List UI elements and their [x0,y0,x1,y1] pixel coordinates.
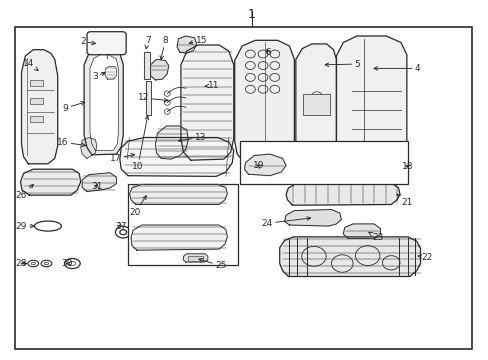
Text: 3: 3 [92,72,105,81]
Polygon shape [129,184,227,204]
Bar [239,141,407,184]
Bar [188,256,203,261]
Text: 31: 31 [91,182,102,191]
Polygon shape [131,225,227,250]
Polygon shape [155,126,188,159]
Polygon shape [284,210,341,226]
Text: 9: 9 [62,102,84,113]
Polygon shape [183,254,207,262]
Bar [15,27,471,349]
Text: 15: 15 [189,36,207,45]
Polygon shape [105,67,116,79]
Polygon shape [20,169,81,195]
Text: 7: 7 [144,36,150,49]
Text: 26: 26 [16,184,33,199]
Bar [30,116,42,122]
Bar [143,52,149,79]
Polygon shape [82,173,116,192]
Text: 5: 5 [325,60,360,69]
Bar [303,94,329,115]
Polygon shape [181,45,233,160]
Bar [30,98,42,104]
Text: 22: 22 [417,253,432,262]
Polygon shape [295,44,336,160]
Polygon shape [84,48,123,155]
Text: 20: 20 [129,196,146,217]
Polygon shape [90,55,118,150]
Polygon shape [177,36,196,53]
Polygon shape [279,237,420,276]
Text: 17: 17 [109,153,134,163]
Text: 11: 11 [204,81,219,90]
Text: 28: 28 [16,259,27,268]
Polygon shape [244,154,285,176]
Text: 12: 12 [138,94,167,103]
Polygon shape [81,138,97,158]
Text: 18: 18 [401,162,413,171]
Polygon shape [234,40,294,161]
Polygon shape [336,36,406,164]
Polygon shape [150,59,168,80]
Text: 4: 4 [373,64,420,73]
Polygon shape [285,183,399,205]
Text: 25: 25 [199,258,226,270]
Text: 29: 29 [16,222,34,231]
Text: 14: 14 [22,59,38,71]
Text: 30: 30 [61,259,72,268]
Text: 2: 2 [80,37,95,46]
Text: 24: 24 [261,217,310,228]
Bar [128,184,238,265]
Text: 10: 10 [132,116,148,171]
Bar [145,81,150,115]
Text: 13: 13 [178,133,206,142]
Text: 8: 8 [160,36,168,60]
Text: 23: 23 [368,232,383,242]
Polygon shape [343,224,380,238]
FancyBboxPatch shape [87,32,126,55]
Text: 1: 1 [247,8,255,21]
Polygon shape [21,50,58,164]
Text: 27: 27 [115,222,127,231]
Text: 6: 6 [264,48,270,57]
Text: 16: 16 [57,138,85,147]
Text: 21: 21 [396,194,411,207]
Text: 19: 19 [252,161,264,170]
Polygon shape [120,138,233,176]
Bar [30,80,42,86]
